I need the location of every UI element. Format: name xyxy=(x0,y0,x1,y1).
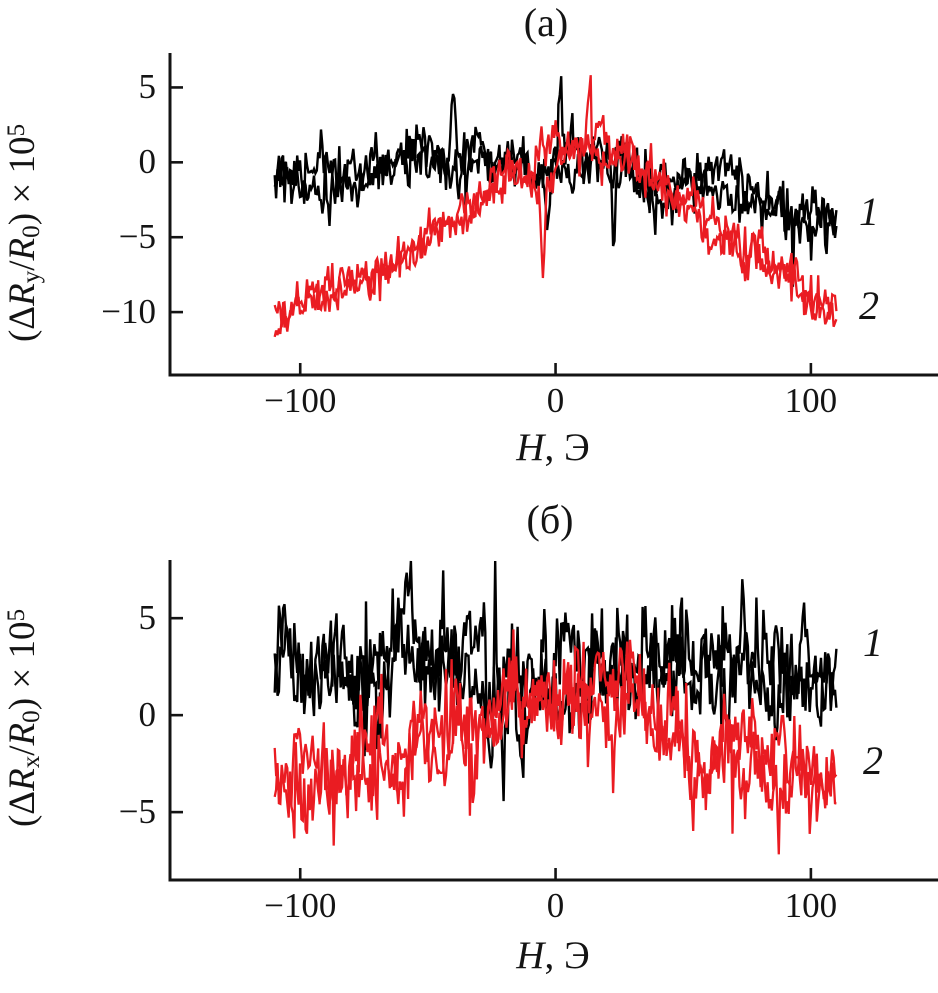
ylabel-sub: x xyxy=(17,755,45,769)
panel-b-x-axis-label: H, Э xyxy=(516,936,589,975)
y-tick-label: 5 xyxy=(138,67,157,107)
y-tick-label: −5 xyxy=(118,217,156,257)
ylabel-r: R xyxy=(1,768,43,791)
ylabel-r: R xyxy=(1,283,43,306)
panel-a-y-axis-label: (ΔRy/R0) × 105 xyxy=(1,123,45,343)
ylabel-r0: R xyxy=(1,237,43,261)
ylabel-open: (Δ xyxy=(1,790,43,828)
y-tick-label: 0 xyxy=(138,142,157,182)
ylabel-slash: / xyxy=(1,260,43,271)
xlabel-h: H xyxy=(516,934,545,977)
ylabel-exp: 5 xyxy=(2,123,30,137)
x-tick-label: 0 xyxy=(546,886,565,925)
panel-b-y-axis-label: (ΔRx/R0) × 105 xyxy=(1,608,45,828)
ylabel-r0: R xyxy=(1,722,43,746)
x-tick-label: −100 xyxy=(264,381,337,420)
ylabel-times10: ) × 10 xyxy=(1,621,43,711)
x-tick-label: −100 xyxy=(264,886,337,925)
panel-a-title: (а) xyxy=(523,0,569,45)
x-tick-label: 0 xyxy=(546,381,565,420)
curve-label-1: 1 xyxy=(863,620,883,665)
ylabel-sub0: 0 xyxy=(17,710,45,723)
ylabel-sub0: 0 xyxy=(17,225,45,238)
x-tick-label: 100 xyxy=(784,381,838,420)
ylabel-exp: 5 xyxy=(2,608,30,622)
x-tick-label: 100 xyxy=(784,886,838,925)
ylabel-open: (Δ xyxy=(1,305,43,343)
curve-label-1: 1 xyxy=(859,189,879,234)
y-tick-label: 5 xyxy=(138,598,157,638)
xlabel-units: , Э xyxy=(544,426,590,469)
curve-label-2: 2 xyxy=(863,738,883,783)
panel-a-x-axis-label: H, Э xyxy=(516,428,589,467)
curve-label-2: 2 xyxy=(859,283,879,328)
y-tick-label: −5 xyxy=(118,792,156,832)
y-tick-label: 0 xyxy=(138,695,157,735)
ylabel-slash: / xyxy=(1,745,43,756)
ylabel-times10: ) × 10 xyxy=(1,136,43,226)
xlabel-units: , Э xyxy=(544,934,590,977)
ylabel-sub: y xyxy=(17,270,45,284)
xlabel-h: H xyxy=(516,426,545,469)
panel-b-title: (б) xyxy=(526,497,574,542)
y-tick-label: −10 xyxy=(101,292,156,332)
